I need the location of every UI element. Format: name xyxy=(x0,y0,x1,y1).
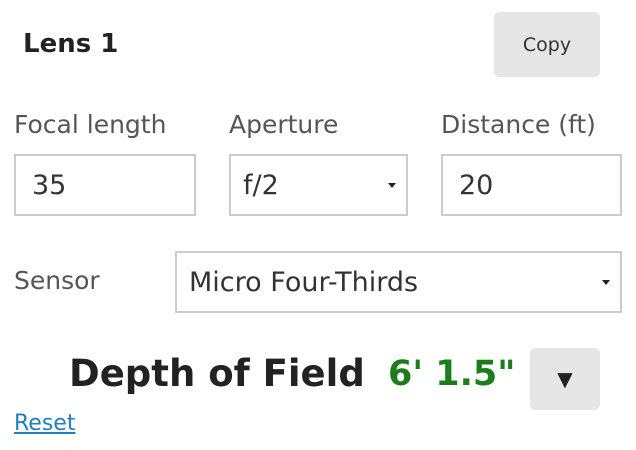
aperture-select[interactable]: f/2 xyxy=(229,154,408,216)
depth-of-field-value: 6' 1.5" xyxy=(388,354,516,394)
triangle-down-icon: ▼ xyxy=(557,367,573,391)
focal-length-label: Focal length xyxy=(14,110,167,139)
sensor-value: Micro Four-Thirds xyxy=(189,266,419,298)
aperture-label: Aperture xyxy=(229,110,339,139)
distance-input[interactable]: 20 xyxy=(441,154,622,216)
distance-value: 20 xyxy=(459,169,494,201)
chevron-down-icon xyxy=(388,182,396,188)
sensor-label: Sensor xyxy=(14,266,100,295)
reset-link[interactable]: Reset xyxy=(14,411,76,436)
focal-length-input[interactable]: 35 xyxy=(14,154,196,216)
chevron-down-icon xyxy=(602,279,610,285)
focal-length-value: 35 xyxy=(32,169,67,201)
aperture-value: f/2 xyxy=(243,169,279,201)
depth-of-field-label: Depth of Field xyxy=(69,352,365,395)
distance-label: Distance (ft) xyxy=(441,110,596,139)
expand-details-button[interactable]: ▼ xyxy=(530,348,600,410)
sensor-select[interactable]: Micro Four-Thirds xyxy=(175,251,622,313)
copy-button[interactable]: Copy xyxy=(494,12,600,77)
lens-title: Lens 1 xyxy=(23,29,119,59)
